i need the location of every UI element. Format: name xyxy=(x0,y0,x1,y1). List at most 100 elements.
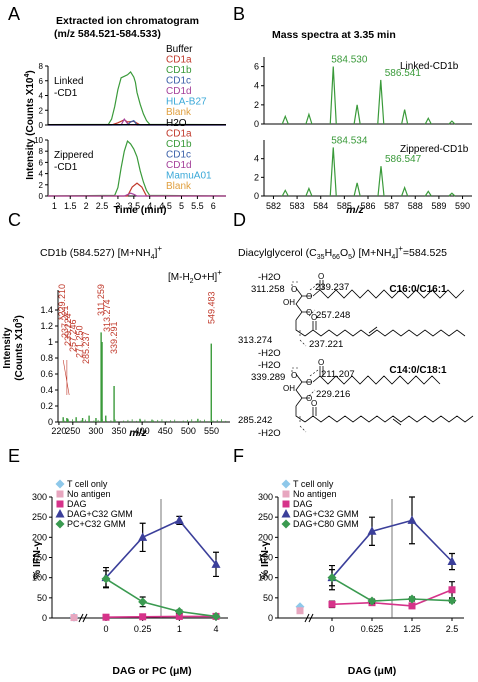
a-legend-1-0: H2O xyxy=(166,118,187,129)
gF-point-0-3 xyxy=(448,586,456,594)
gF-legend-marker-4 xyxy=(281,519,291,529)
c-peak-label-8: 339.291 xyxy=(109,321,119,354)
b-xtick-label-1: 583 xyxy=(290,201,305,211)
gF-ytick-label-4: 200 xyxy=(258,532,273,542)
a-xtick-label-6: 4 xyxy=(147,201,152,211)
structure-1-o3: O xyxy=(306,308,312,317)
structure-2-o5: O xyxy=(311,399,317,408)
panel-letter-e: E xyxy=(8,446,20,466)
structure-2-frag-h2o-bottom: -H2O xyxy=(258,428,281,439)
panel-a-chart: 02468Linked-CD1BufferCD1aCD1bCD1cCD1dHLA… xyxy=(34,44,227,211)
a-ytick-label-1-1: 2 xyxy=(39,181,44,190)
c-label-connectors xyxy=(62,359,70,396)
a-xtick-label-3: 2.5 xyxy=(96,201,109,211)
gF-legend-label-4: DAG+C80 GMM xyxy=(293,519,359,529)
a-legend-1-2: CD1b xyxy=(166,139,192,150)
structure-1-o4: O xyxy=(318,272,324,281)
a-legend-1-6: Blank xyxy=(166,181,192,192)
b-peak-0-3 xyxy=(353,104,361,125)
gE-point-0-1 xyxy=(139,613,147,621)
panel-letter-c: C xyxy=(8,210,21,230)
c-peak-label-6: 311.259 xyxy=(96,284,106,316)
c-peak-label-1: 237.221 xyxy=(60,305,70,338)
gE-legend-marker-0 xyxy=(55,479,65,489)
a-ytick-label-1-3: 6 xyxy=(39,158,44,167)
gE-legend-marker-3 xyxy=(55,509,65,518)
c-xtick-label-5: 450 xyxy=(158,426,173,436)
b-peak-label-0-1: 586.541 xyxy=(385,68,422,79)
panel-f-ylabel: % IFN-γ xyxy=(259,541,271,580)
a-legend-0-4: CD1d xyxy=(166,86,192,97)
panel-c-ylabel-line1: Intensity xyxy=(2,327,13,369)
b-peak-0-0 xyxy=(281,114,289,125)
a-ytick-label-0-0: 0 xyxy=(39,121,44,130)
b-peak-0-2 xyxy=(329,66,337,125)
c-ytick-label-5: 1 xyxy=(48,337,53,347)
b-ytick-label-1-2: 4 xyxy=(254,154,259,164)
a-ytick-label-0-3: 6 xyxy=(39,77,44,86)
b-peak-0-5 xyxy=(401,109,409,125)
a-legend-0-0: Buffer xyxy=(166,44,193,55)
c-ytick-label-1: 0.2 xyxy=(40,401,53,411)
a-xtick-label-2: 2 xyxy=(84,201,89,211)
panel-c-annotation: [M-H2O+H]+ xyxy=(168,268,222,285)
gF-legend-marker-3 xyxy=(281,509,291,518)
gE-legend-label-2: DAG xyxy=(67,499,87,509)
c-xtick-label-3: 350 xyxy=(112,426,127,436)
b-xtick-label-8: 590 xyxy=(455,201,470,211)
structure-1-o2: O xyxy=(306,292,312,301)
structure-1-frag-h2o-bottom: -H2O xyxy=(258,348,281,359)
panel-a-title: Extracted ion chromatogram xyxy=(56,15,199,27)
gF-point-1-1 xyxy=(367,526,377,535)
a-ytick-label-0-4: 8 xyxy=(39,62,44,71)
gE-ytick-label-0: 0 xyxy=(42,613,47,623)
b-peak-label-0-0: 584.530 xyxy=(331,55,368,66)
gE-point-1-1 xyxy=(138,532,148,541)
gF-point-1-3 xyxy=(447,556,457,566)
structure-1-o1: O xyxy=(291,285,297,294)
c-peak-label-2: 239.224 xyxy=(63,313,73,346)
gE-series-line-2 xyxy=(105,578,217,618)
structure-2-o3: O xyxy=(306,394,312,403)
b-ytick-label-1-0: 0 xyxy=(254,191,259,201)
panel-a-ylabel: Intensity (Counts X104) xyxy=(24,70,36,180)
gE-legend-label-0: T cell only xyxy=(67,479,108,489)
panel-a-xlabel: Time (min) xyxy=(114,204,167,216)
gE-ytick-label-5: 250 xyxy=(32,512,47,522)
b-peak-0-1 xyxy=(305,112,313,125)
panel-e-ylabel: % IFN-γ xyxy=(31,541,43,580)
c-xtick-label-6: 500 xyxy=(181,426,196,436)
b-ytick-label-1-1: 2 xyxy=(254,172,259,182)
panel-c-title: CD1b (584.527) [M+NH4]+ xyxy=(40,244,162,261)
gF-series-line-0 xyxy=(331,589,453,607)
gF-legend-marker-1 xyxy=(282,490,290,498)
gE-point-1-3 xyxy=(211,559,221,568)
a-xtick-label-0: 1 xyxy=(52,201,57,211)
gF-xtick-label-1: 0.625 xyxy=(361,624,384,634)
b-peak-1-6 xyxy=(424,190,432,197)
gF-point-1-2 xyxy=(407,515,417,524)
b-xtick-label-7: 589 xyxy=(431,201,446,211)
b-ytick-label-0-3: 6 xyxy=(254,62,259,72)
b-xtick-label-2: 584 xyxy=(313,201,328,211)
c-xtick-label-4: 400 xyxy=(135,426,150,436)
structure-2-bonds xyxy=(295,366,474,426)
gF-point-2-1 xyxy=(367,596,377,606)
a-subplot-label-0-0: Linked xyxy=(54,76,83,87)
b-peak-1-3 xyxy=(353,182,361,197)
gE-series-line-0 xyxy=(105,615,216,618)
c-peak-label-0: *229.210 xyxy=(57,284,67,320)
structure-1-frag-239: 239.237 xyxy=(315,282,349,293)
gE-legend-label-4: PC+C32 GMM xyxy=(67,519,126,529)
a-legend-1-4: CD1d xyxy=(166,160,192,171)
a-xtick-label-4: 3 xyxy=(115,201,120,211)
gE-xtick-label-2: 1 xyxy=(177,624,182,634)
panel-letter-d: D xyxy=(233,210,246,230)
gE-ytick-label-1: 50 xyxy=(37,593,47,603)
b-peak-0-6 xyxy=(424,116,432,125)
gF-ytick-label-6: 300 xyxy=(258,492,273,502)
gE-legend-marker-4 xyxy=(55,519,65,529)
c-peak-label-5: 285.237 xyxy=(81,331,91,364)
panel-b-title: Mass spectra at 3.35 min xyxy=(272,29,396,41)
panel-letter-a: A xyxy=(8,4,20,24)
